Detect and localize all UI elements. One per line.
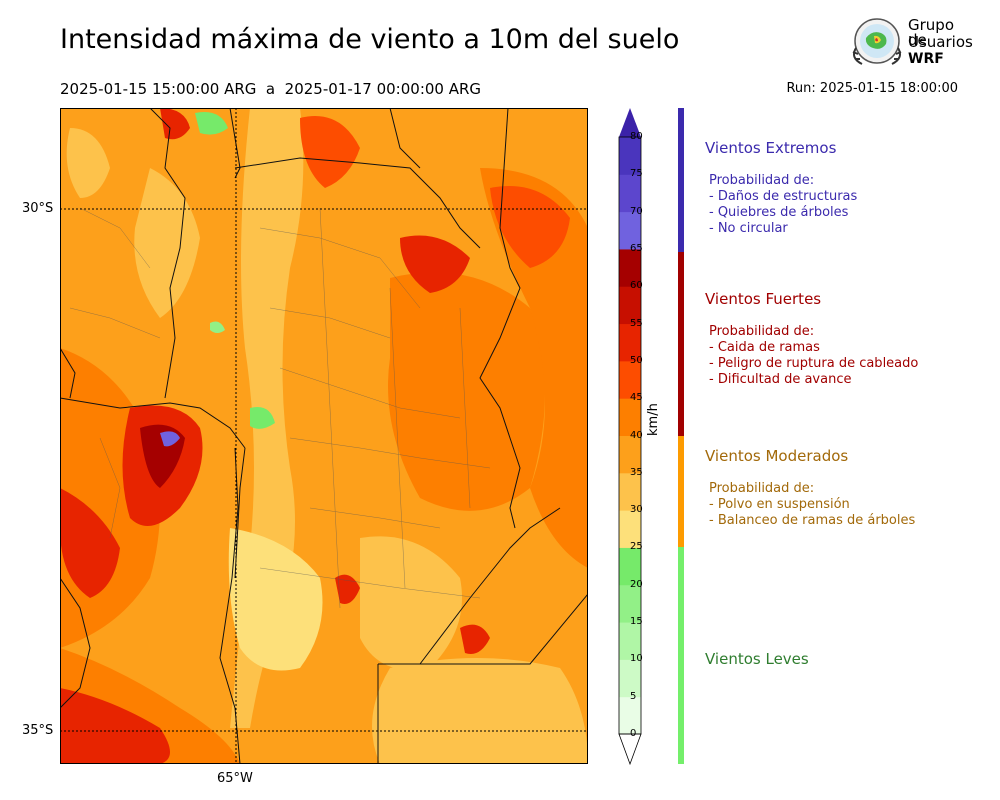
colorbar-tick-label: 35 xyxy=(630,466,643,478)
field-region xyxy=(388,272,545,511)
category-bar-strong xyxy=(678,252,684,436)
lon-label-65w: 65°W xyxy=(217,771,253,786)
description-line: - Caida de ramas xyxy=(709,340,820,355)
colorbar-segment xyxy=(619,398,641,436)
colorbar-tick-label: 50 xyxy=(630,354,643,366)
colorbar-tick-label: 45 xyxy=(630,392,643,404)
logo-text-line1: Grupo de xyxy=(908,16,954,49)
colorbar-segment xyxy=(619,510,641,548)
map-title: Intensidad máxima de viento a 10m del su… xyxy=(60,24,680,55)
colorbar-tick-label: 80 xyxy=(630,131,643,142)
colorbar-segment xyxy=(619,622,641,660)
description-line: - No circular xyxy=(709,221,788,236)
description-line: - Polvo en suspensión xyxy=(709,497,850,512)
category-title-light: Vientos Leves xyxy=(705,650,809,668)
colorbar-tick-label: 0 xyxy=(630,728,637,739)
category-description-extreme: Probabilidad de: - Daños de estructuras … xyxy=(709,173,857,237)
field-region xyxy=(460,624,490,654)
category-bar-extreme xyxy=(678,108,684,252)
colorbar-segment xyxy=(619,696,641,735)
field-region xyxy=(335,574,360,604)
colorbar-segment xyxy=(619,547,641,586)
department-boundaries xyxy=(69,207,491,609)
description-line: - Balanceo de ramas de árboles xyxy=(709,513,916,528)
colorbar-tick-label: 20 xyxy=(630,578,643,590)
field-region xyxy=(228,528,323,671)
field-region xyxy=(300,116,360,188)
field-region xyxy=(360,536,462,670)
colorbar-segment xyxy=(619,659,641,698)
field-region xyxy=(60,688,170,764)
description-line: Probabilidad de: xyxy=(709,481,815,496)
description-line: - Daños de estructuras xyxy=(709,189,858,204)
field-region xyxy=(66,128,110,198)
category-description-strong: Probabilidad de: - Caida de ramas - Peli… xyxy=(709,324,918,388)
description-line: - Peligro de ruptura de cableado xyxy=(709,356,919,371)
colorbar-tick-label: 60 xyxy=(630,280,643,292)
description-line: Probabilidad de: xyxy=(709,324,815,339)
description-line: - Quiebres de árboles xyxy=(709,205,849,220)
colorbar-segment xyxy=(619,584,641,623)
colorbar-tick-label: 25 xyxy=(630,541,643,553)
category-title-moderate: Vientos Moderados xyxy=(705,447,849,465)
field-region xyxy=(160,108,190,140)
forecast-period: 2025-01-15 15:00:00 ARG a 2025-01-17 00:… xyxy=(60,80,482,98)
field-region xyxy=(372,658,588,764)
colorbar-tick-label: 10 xyxy=(630,653,643,665)
colorbar xyxy=(618,108,642,766)
gridlines xyxy=(60,108,588,764)
field-region xyxy=(160,431,180,447)
colorbar-tick-label: 65 xyxy=(630,242,643,254)
colorbar-segment xyxy=(619,174,641,213)
globe-logo-icon xyxy=(852,18,902,65)
colorbar-segments xyxy=(619,137,641,735)
wind-field xyxy=(60,108,588,764)
wrf-logo: Grupo de Usuarios WRF xyxy=(848,14,973,74)
logo-text-line2: Usuarios xyxy=(908,33,973,51)
colorbar-segment xyxy=(619,286,641,325)
category-description-moderate: Probabilidad de: - Polvo en suspensión -… xyxy=(709,481,915,529)
colorbar-segment xyxy=(619,211,641,250)
colorbar-tick-label: 75 xyxy=(630,168,643,180)
colorbar-segment xyxy=(619,435,641,474)
colorbar-arrow-top xyxy=(619,108,641,137)
colorbar-tick-label: 40 xyxy=(630,429,643,441)
field-region xyxy=(400,235,470,293)
lat-label-35s: 35°S xyxy=(22,723,54,738)
description-line: - Dificultad de avance xyxy=(709,372,852,387)
category-bar-moderate xyxy=(678,436,684,547)
colorbar-segment xyxy=(619,472,641,511)
colorbar-segment xyxy=(619,323,641,362)
category-title-extreme: Vientos Extremos xyxy=(705,139,837,157)
field-region xyxy=(134,168,200,318)
category-title-strong: Vientos Fuertes xyxy=(705,290,822,308)
colorbar-tick-label: 5 xyxy=(630,690,637,702)
field-region xyxy=(195,112,228,135)
run-time: Run: 2025-01-15 18:00:00 xyxy=(786,81,958,96)
colorbar-segment xyxy=(619,137,641,175)
logo-text-line3: WRF xyxy=(908,51,944,67)
colorbar-tick-label: 55 xyxy=(630,317,643,329)
lat-label-30s: 30°S xyxy=(22,201,54,216)
map-frame xyxy=(60,108,588,764)
field-region xyxy=(490,186,570,268)
colorbar-frame xyxy=(618,136,642,735)
province-boundaries xyxy=(60,108,588,764)
field-region xyxy=(250,407,275,429)
colorbar-tick-label: 30 xyxy=(630,504,643,516)
field-region xyxy=(480,168,588,568)
category-bar-light xyxy=(678,547,684,764)
colorbar-unit: km/h xyxy=(646,403,661,436)
colorbar-tick-label: 15 xyxy=(630,616,643,628)
colorbar-tick-label: 70 xyxy=(630,205,643,217)
colorbar-segment xyxy=(619,360,641,399)
field-region xyxy=(210,321,225,333)
description-line: Probabilidad de: xyxy=(709,173,815,188)
field-region xyxy=(60,488,120,598)
colorbar-segment xyxy=(619,248,641,287)
wind-map xyxy=(60,108,588,764)
